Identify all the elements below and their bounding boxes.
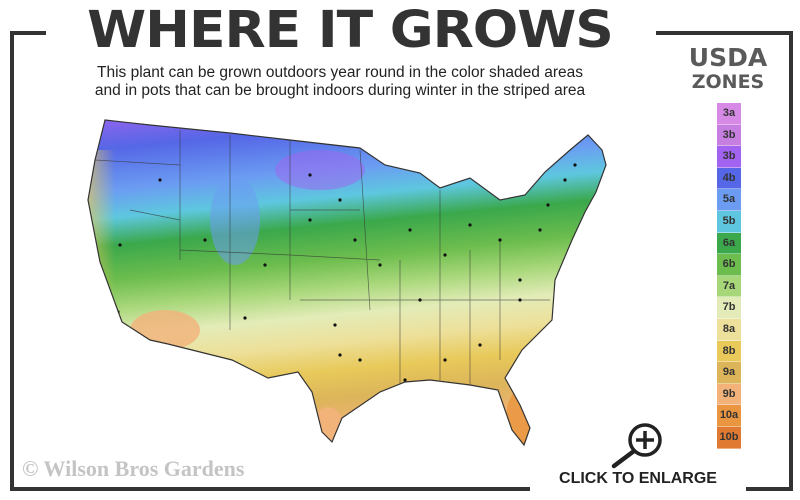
frame-left — [10, 31, 14, 491]
legend-title-line-1: USDA — [688, 43, 768, 72]
city-dot — [338, 353, 342, 357]
northern-plains-cold — [275, 150, 365, 190]
legend-zone-3b: 3b — [717, 146, 741, 168]
frame-bottom-right — [746, 487, 793, 491]
city-dot — [263, 263, 267, 267]
city-dot — [468, 223, 472, 227]
city-dot — [518, 278, 522, 282]
legend-zone-10a: 10a — [717, 405, 741, 427]
city-dot — [443, 253, 447, 257]
legend-zone-4b: 4b — [717, 167, 741, 190]
subtitle-line-1: This plant can be grown outdoors year ro… — [97, 64, 583, 81]
west-coast-warm-band — [88, 150, 115, 350]
legend-zone-5a: 5a — [717, 189, 741, 211]
legend-zone-5b: 5b — [717, 210, 741, 233]
city-dot — [338, 198, 342, 202]
magnifier-plus-icon[interactable] — [608, 420, 668, 470]
city-dot — [403, 378, 407, 382]
frame-right — [789, 31, 793, 491]
legend-zone-6b: 6b — [717, 254, 741, 276]
legend-zone-8a: 8a — [717, 318, 741, 341]
frame-bottom-left — [10, 487, 530, 491]
legend-zone-10b: 10b — [717, 426, 741, 449]
legend-zone-8b: 8b — [717, 340, 741, 363]
legend-zone-9b: 9b — [717, 383, 741, 406]
city-dot — [203, 238, 207, 242]
rocky-mountains-cold — [210, 175, 260, 265]
city-dot — [418, 298, 422, 302]
city-dot — [538, 228, 542, 232]
page-title: WHERE IT GROWS — [87, 1, 614, 60]
usda-zone-map[interactable] — [75, 110, 615, 450]
city-dot — [573, 163, 577, 167]
legend-zone-9a: 9a — [717, 362, 741, 384]
city-dot — [408, 228, 412, 232]
city-dot — [158, 178, 162, 182]
city-dot — [308, 398, 312, 402]
frame-top-right — [656, 31, 793, 35]
southwest-desert — [130, 310, 200, 350]
subtitle: This plant can be grown outdoors year ro… — [40, 64, 640, 100]
zone-legend: 3a 3b 3b 4b 5a 5b 6a 6b 7a 7b 8a 8b 9a 9b 10a 10b — [717, 103, 741, 449]
state-borders — [94, 130, 550, 385]
city-dot — [308, 173, 312, 177]
legend-zone-3b: 3b — [717, 124, 741, 147]
city-dot — [478, 343, 482, 347]
city-dot — [243, 316, 247, 320]
click-to-enlarge-button[interactable]: CLICK TO ENLARGE — [559, 470, 717, 487]
copyright-watermark: © Wilson Bros Gardens — [22, 456, 245, 481]
south-florida — [506, 390, 534, 445]
city-dot — [498, 238, 502, 242]
city-dot — [546, 203, 550, 207]
legend-zone-6a: 6a — [717, 232, 741, 255]
subtitle-line-2: and in pots that can be brought indoors … — [94, 82, 586, 99]
city-dot — [118, 243, 122, 247]
legend-zone-7b: 7b — [717, 297, 741, 319]
city-dot — [333, 323, 337, 327]
city-dot — [443, 358, 447, 362]
city-dot — [353, 238, 357, 242]
city-dot — [563, 178, 567, 182]
city-dot — [358, 358, 362, 362]
city-dot — [518, 298, 522, 302]
frame-top-left — [10, 31, 46, 35]
legend-title: USDA ZONES — [680, 43, 776, 94]
legend-zone-7a: 7a — [717, 275, 741, 298]
city-dot — [308, 218, 312, 222]
city-dot — [378, 263, 382, 267]
legend-zone-3a: 3a — [717, 103, 741, 125]
legend-title-line-2: ZONES — [691, 71, 765, 93]
